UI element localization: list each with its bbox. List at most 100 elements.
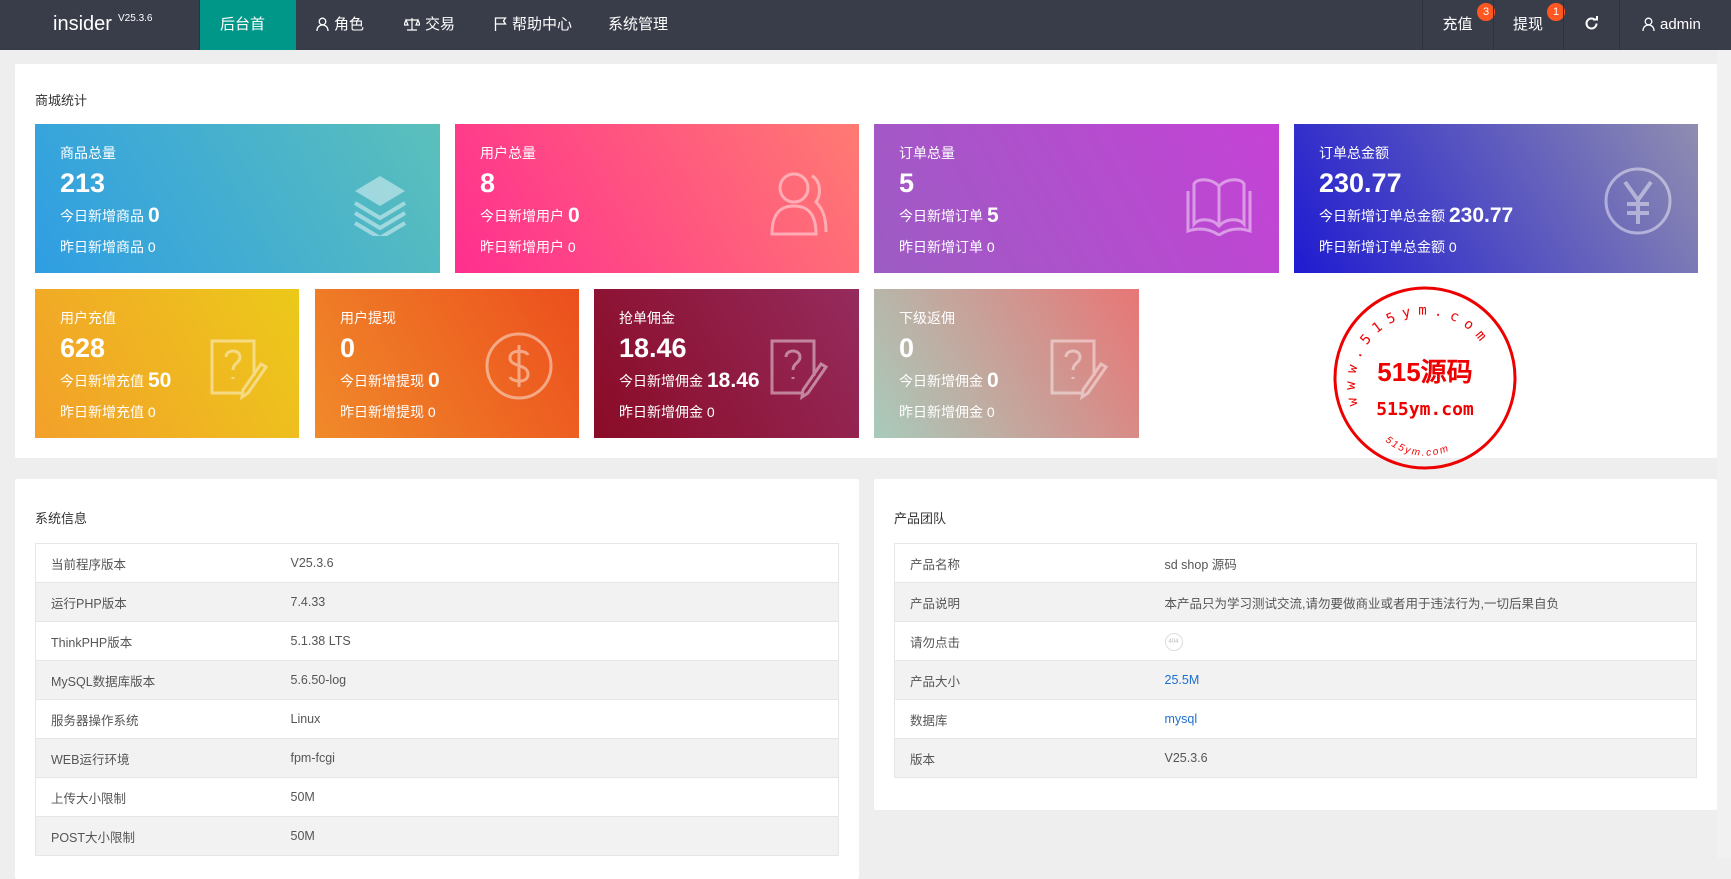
top-navbar: insider V25.3.6 后台首页 角色 交易 帮助中心 系统管理 充值 … — [0, 0, 1731, 83]
user-menu[interactable]: admin — [1622, 0, 1731, 78]
nav-label: 交易 — [425, 16, 456, 33]
user-icon — [316, 17, 329, 31]
recharge-label: 充值 — [1442, 16, 1473, 33]
product-team-title: 产品团队 — [894, 511, 947, 526]
row-value: 25.5M — [1149, 660, 1697, 700]
stat-value: 8 — [480, 168, 496, 198]
question-note-icon — [210, 339, 269, 401]
layers-icon — [353, 176, 407, 236]
username: admin — [1660, 16, 1701, 33]
table-row: ThinkPHP版本 5.1.38 LTS — [35, 621, 839, 661]
table-row: MySQL数据库版本 5.6.50-log — [35, 660, 839, 700]
row-value: 50M — [275, 777, 839, 817]
row-label: 服务器操作系统 — [35, 699, 276, 739]
product-team-table: 产品名称 sd shop 源码 产品说明 本产品只为学习测试交流,请勿要做商业或者用于… — [894, 543, 1697, 778]
row-value: V25.3.6 — [1149, 738, 1697, 778]
row-value: 5.6.50-log — [275, 660, 839, 700]
divider — [1493, 0, 1494, 50]
stat-yesterday: 昨日新增充值 0 — [60, 404, 156, 420]
row-label: 版本 — [894, 738, 1150, 778]
nav-label: 系统管理 — [608, 16, 669, 33]
stat-today: 今日新增订单 5 — [899, 204, 999, 227]
stat-tile: 抢单佣金 18.46 今日新增佣金 18.46 昨日新增佣金 0 — [594, 289, 859, 438]
table-row: 当前程序版本 V25.3.6 — [35, 543, 839, 583]
logo[interactable]: insider V25.3.6 — [0, 0, 200, 50]
stat-value: 230.77 — [1319, 168, 1402, 198]
brand-name: insider — [53, 13, 112, 35]
stat-today: 今日新增佣金 18.46 — [619, 369, 760, 392]
stats-title: 商城统计 — [35, 93, 88, 108]
brand-version: V25.3.6 — [118, 13, 153, 24]
withdraw-button[interactable]: 提现 — [1493, 0, 1563, 50]
row-value: mysql — [1149, 699, 1697, 739]
nav-item-home[interactable]: 后台首页 — [200, 0, 296, 83]
stat-tile: 订单总量 5 今日新增订单 5 昨日新增订单 0 — [874, 124, 1279, 273]
row-value: 本产品只为学习测试交流,请勿要做商业或者用于违法行为,一切后果自负 — [1149, 582, 1697, 622]
stat-yesterday: 昨日新增提现 0 — [340, 404, 436, 420]
row-value: 5.1.38 LTS — [275, 621, 839, 661]
do-not-click-badge[interactable]: 404 — [1164, 632, 1183, 651]
product-team-card: 产品团队 产品名称 sd shop 源码 产品说明 本产品只为学习测试交流,请勿要做商… — [874, 479, 1717, 810]
nav-item-trade[interactable]: 交易 — [384, 0, 475, 50]
row-label: 运行PHP版本 — [35, 582, 276, 622]
withdraw-badge: 1 — [1547, 3, 1565, 21]
nav-item-system[interactable]: 系统管理 — [588, 0, 688, 50]
stat-value: 18.46 — [619, 333, 687, 363]
row-label: 上传大小限制 — [35, 777, 276, 817]
table-row: 产品说明 本产品只为学习测试交流,请勿要做商业或者用于违法行为,一切后果自负 — [894, 582, 1697, 622]
users-icon — [770, 172, 828, 236]
system-info-table: 当前程序版本 V25.3.6 运行PHP版本 7.4.33 ThinkPHP版本 5.1.… — [35, 543, 839, 856]
row-value: fpm-fcgi — [275, 738, 839, 778]
stat-title: 用户总量 — [480, 145, 536, 161]
row-label: POST大小限制 — [35, 816, 276, 856]
recharge-button[interactable]: 充值 — [1422, 0, 1493, 50]
table-row: 数据库 mysql — [894, 699, 1697, 739]
stat-value: 0 — [899, 333, 915, 363]
table-row: 版本 V25.3.6 — [894, 738, 1697, 778]
stat-today: 今日新增佣金 0 — [899, 369, 999, 392]
question-note-icon — [770, 339, 829, 401]
stat-today: 今日新增商品 0 — [60, 204, 160, 227]
row-label: 请勿点击 — [894, 621, 1150, 661]
table-row: 运行PHP版本 7.4.33 — [35, 582, 839, 622]
stat-title: 商品总量 — [60, 145, 116, 161]
stat-yesterday: 昨日新增商品 0 — [60, 239, 156, 255]
row-label: 产品名称 — [894, 543, 1150, 583]
nav-item-help[interactable]: 帮助中心 — [474, 0, 592, 50]
stat-tile: 用户充值 628 今日新增充值 50 昨日新增充值 0 — [35, 289, 299, 438]
nav-item-roles[interactable]: 角色 — [296, 0, 384, 50]
recharge-badge: 3 — [1477, 3, 1495, 21]
row-label: 当前程序版本 — [35, 543, 276, 583]
stat-title: 用户充值 — [60, 310, 116, 326]
refresh-button[interactable] — [1563, 0, 1619, 50]
yen-icon — [1604, 167, 1672, 235]
stat-tile: 订单总金额 230.77 今日新增订单总金额 230.77 昨日新增订单总金额 0 — [1294, 124, 1698, 273]
stat-title: 用户提现 — [340, 310, 396, 326]
nav-label: 帮助中心 — [512, 16, 573, 33]
user-icon — [1642, 17, 1655, 31]
row-link[interactable]: 25.5M — [1164, 673, 1200, 687]
withdraw-label: 提现 — [1512, 16, 1543, 33]
stat-title: 订单总量 — [899, 145, 955, 161]
book-icon — [1186, 178, 1252, 236]
table-row: 服务器操作系统 Linux — [35, 699, 839, 739]
stat-value: 5 — [899, 168, 915, 198]
stat-today: 今日新增订单总金额 230.77 — [1319, 204, 1514, 227]
stat-title: 抢单佣金 — [619, 310, 675, 326]
scrollbar[interactable] — [1717, 50, 1731, 858]
stat-tile: 用户总量 8 今日新增用户 0 昨日新增用户 0 — [455, 124, 859, 273]
row-label: 产品大小 — [894, 660, 1150, 700]
row-value: 404 — [1149, 621, 1697, 661]
divider — [1563, 0, 1564, 50]
stat-today: 今日新增用户 0 — [480, 204, 580, 227]
row-value: 7.4.33 — [275, 582, 839, 622]
row-link[interactable]: mysql — [1164, 712, 1198, 726]
row-value: 50M — [275, 816, 839, 856]
refresh-icon — [1585, 16, 1598, 30]
divider — [1619, 0, 1620, 50]
stat-yesterday: 昨日新增佣金 0 — [899, 404, 995, 420]
stat-today: 今日新增提现 0 — [340, 369, 440, 392]
divider — [1422, 0, 1423, 50]
scale-icon — [404, 18, 420, 31]
question-note-icon — [1050, 339, 1109, 401]
